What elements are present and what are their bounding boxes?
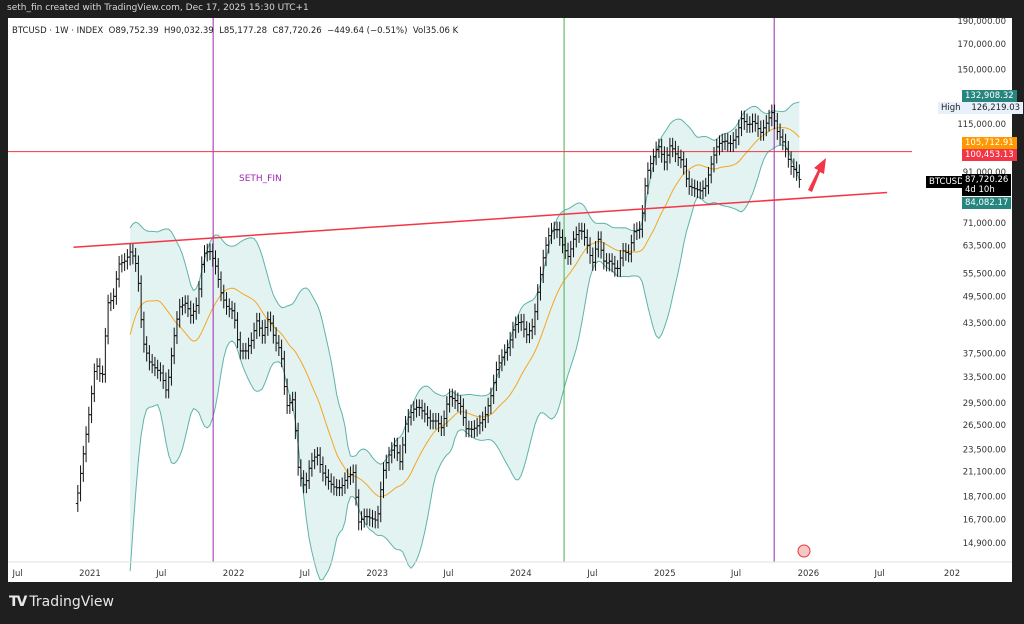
ohlc-bar (97, 358, 102, 382)
time-axis-tick: 2024 (510, 569, 532, 579)
price-axis-tick: 63,500.00 (963, 242, 1006, 252)
time-axis-tick: 2021 (79, 569, 101, 579)
time-axis-tick: 202 (944, 569, 960, 579)
bar-countdown: 4d 10h (965, 185, 995, 195)
bollinger-lower-line (129, 144, 800, 581)
ohlc-bar (78, 465, 83, 502)
legend-high: H90,032.39 (164, 26, 214, 36)
brand-name: TradingView (29, 594, 114, 610)
hline-label: 100,453.13 (962, 149, 1017, 161)
price-axis-tick: 21,100.00 (963, 468, 1006, 478)
high-value: 126,219.03 (971, 103, 1021, 113)
ohlc-bar (119, 254, 124, 273)
price-axis-tick: 16,700.00 (963, 515, 1006, 525)
time-axis-tick: Jul (730, 569, 741, 579)
tradingview-logo[interactable]: TV TradingView (9, 594, 114, 610)
high-label: High 126,219.03 (938, 102, 1024, 114)
legend-volume: Vol35.06 K (412, 26, 459, 36)
symbol-label: BTCUSD (926, 176, 967, 188)
ohlc-bar (117, 256, 122, 288)
price-axis-tick: 49,500.00 (963, 293, 1006, 303)
ohlc-bar (92, 363, 97, 403)
time-axis-tick: 2022 (223, 569, 245, 579)
price-axis-tick: 190,000.00 (957, 17, 1006, 27)
ohlc-bar (111, 288, 116, 309)
upper-band-label: 132,908.32 (962, 90, 1017, 102)
time-axis-tick: Jul (155, 569, 166, 579)
price-axis-tick: 14,900.00 (963, 539, 1006, 549)
ohlc-bar (89, 385, 94, 424)
price-axis-tick: 29,500.00 (963, 399, 1006, 409)
time-axis-tick: 2026 (798, 569, 820, 579)
legend-low: L85,177.28 (219, 26, 268, 36)
high-label-text: High (941, 103, 961, 113)
time-axis-tick: Jul (586, 569, 597, 579)
legend-change: −449.64 (−0.51%) (327, 26, 408, 36)
legend-open: O89,752.39 (108, 26, 159, 36)
time-axis-tick: Jul (873, 569, 884, 579)
price-axis-tick: 26,500.00 (963, 421, 1006, 431)
price-axis-tick: 23,500.00 (963, 445, 1006, 455)
price-axis-tick: 71,000.00 (963, 219, 1006, 229)
time-axis-tick: Jul (442, 569, 453, 579)
tradingview-logo-icon: TV (9, 594, 27, 610)
ohlc-bar (106, 294, 111, 345)
price-axis-tick: 33,500.00 (963, 373, 1006, 383)
price-axis-tick: 115,000.00 (957, 120, 1006, 130)
price-axis-tick: 18,700.00 (963, 492, 1006, 502)
ohlc-bar (95, 358, 100, 380)
moving-average-line (129, 127, 800, 498)
price-axis-tick: 150,000.00 (957, 65, 1006, 75)
bollinger-band-fill (130, 102, 800, 580)
price-axis-tick: 37,500.00 (963, 350, 1006, 360)
price-axis-tick: 91,000.00 (963, 168, 1006, 178)
price-axis-tick: 170,000.00 (957, 40, 1006, 50)
annotation-text[interactable]: SETH_FIN (239, 174, 282, 184)
ohlc-bar (75, 484, 80, 512)
time-axis-tick: 2023 (366, 569, 388, 579)
ohlc-bar (84, 426, 89, 463)
last-price-label: 87,720.26 4d 10h (962, 174, 1012, 196)
time-axis-tick: Jul (299, 569, 310, 579)
ma-label: 105,712.91 (962, 137, 1017, 149)
ohlc-bar (797, 164, 802, 188)
price-axis-tick: 43,500.00 (963, 319, 1006, 329)
economic-event-icon[interactable] (797, 544, 811, 558)
last-price: 87,720.26 (965, 175, 1009, 185)
arrow-icon[interactable] (808, 158, 826, 192)
ohlc-bar (86, 406, 91, 443)
ohlc-bar (125, 249, 130, 270)
ohlc-bar (108, 292, 113, 312)
trend-line[interactable] (73, 191, 888, 249)
ohlc-bar (81, 445, 86, 482)
legend-close: C87,720.26 (272, 26, 322, 36)
ohlc-bar (114, 271, 119, 305)
price-axis-tick: 55,500.00 (963, 269, 1006, 279)
time-axis-tick: Jul (11, 569, 22, 579)
legend-symbol[interactable]: BTCUSD · 1W · INDEX (12, 26, 104, 36)
lower-band-label: 84,082.17 (962, 197, 1012, 209)
time-axis-tick: 2025 (654, 569, 676, 579)
ohlc-legend: BTCUSD · 1W · INDEX O89,752.39 H90,032.3… (12, 26, 458, 36)
bollinger-upper-line (129, 101, 800, 465)
chart-attribution: seth_fin created with TradingView.com, D… (7, 3, 309, 13)
ohlc-bar (122, 253, 127, 271)
